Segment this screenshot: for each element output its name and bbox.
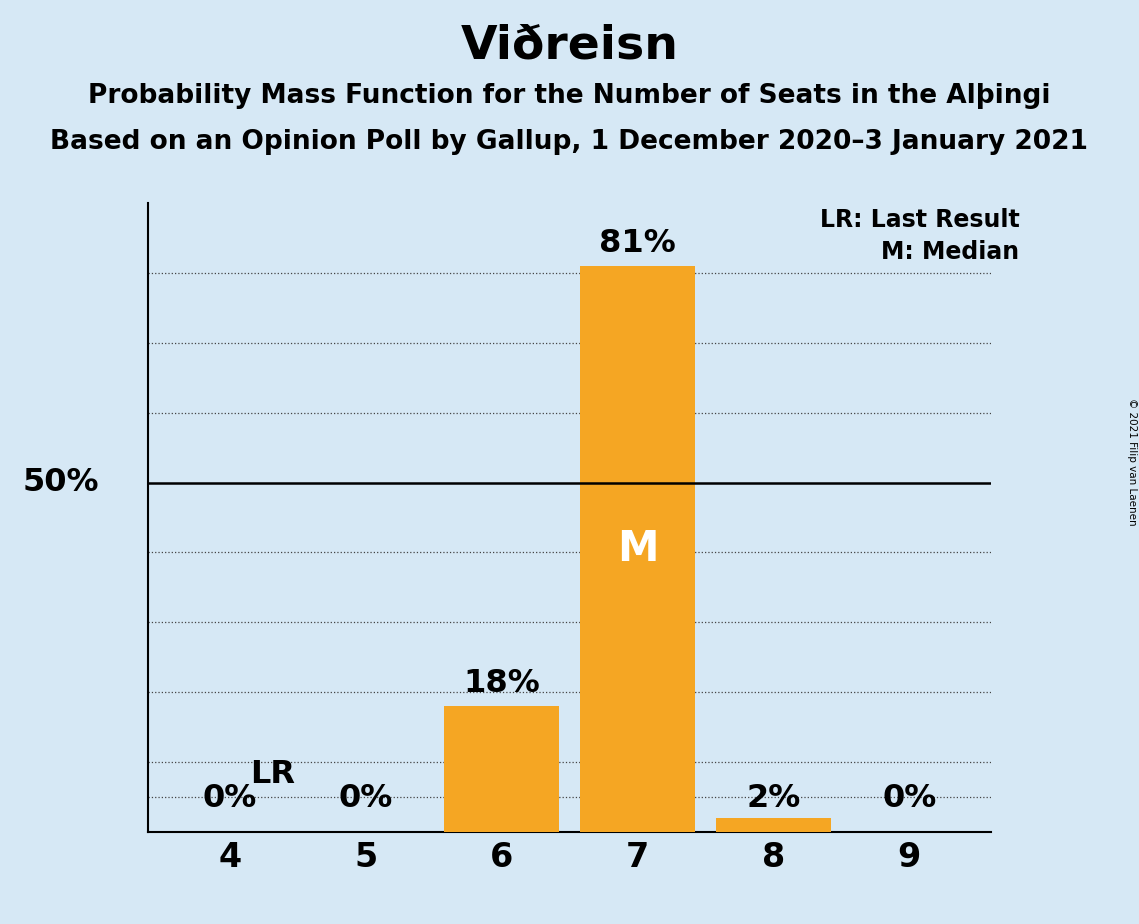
Text: © 2021 Filip van Laenen: © 2021 Filip van Laenen bbox=[1126, 398, 1137, 526]
Text: LR: LR bbox=[251, 759, 295, 790]
Text: M: M bbox=[616, 528, 658, 570]
Text: LR: Last Result: LR: Last Result bbox=[820, 208, 1019, 232]
Text: Based on an Opinion Poll by Gallup, 1 December 2020–3 January 2021: Based on an Opinion Poll by Gallup, 1 De… bbox=[50, 129, 1089, 155]
Bar bbox=[715, 818, 831, 832]
Text: 0%: 0% bbox=[338, 784, 393, 814]
Bar bbox=[444, 706, 559, 832]
Text: M: Median: M: Median bbox=[882, 240, 1019, 264]
Text: 0%: 0% bbox=[203, 784, 256, 814]
Bar bbox=[580, 266, 695, 832]
Text: Viðreisn: Viðreisn bbox=[460, 23, 679, 68]
Text: 0%: 0% bbox=[883, 784, 936, 814]
Text: 50%: 50% bbox=[23, 467, 99, 498]
Text: Probability Mass Function for the Number of Seats in the Alþingi: Probability Mass Function for the Number… bbox=[88, 83, 1051, 109]
Text: 81%: 81% bbox=[599, 228, 675, 259]
Text: 2%: 2% bbox=[746, 784, 801, 814]
Text: 18%: 18% bbox=[464, 668, 540, 699]
